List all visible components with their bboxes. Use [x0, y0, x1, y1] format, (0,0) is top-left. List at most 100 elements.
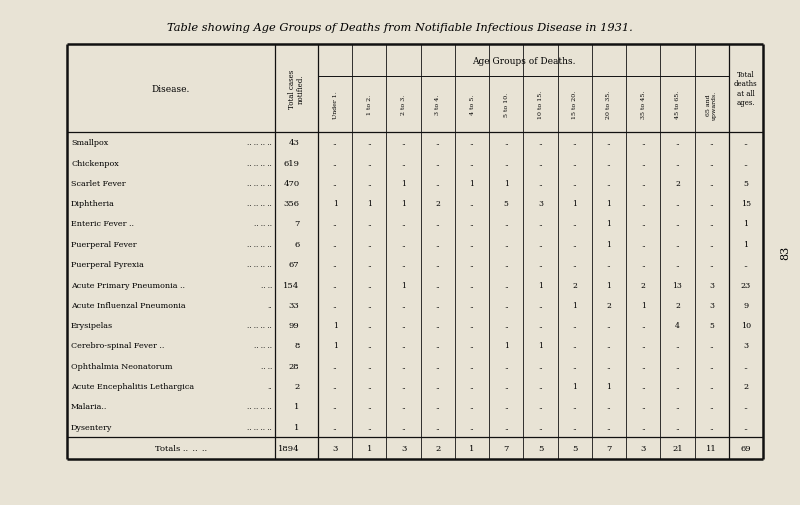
Text: ..: .. — [641, 240, 646, 248]
Text: ..: .. — [710, 362, 714, 370]
Text: ..: .. — [606, 362, 611, 370]
Text: ..: .. — [402, 220, 406, 228]
Text: ..: .. — [710, 139, 714, 147]
Text: 1: 1 — [333, 322, 338, 330]
Text: 5 to 10.: 5 to 10. — [504, 93, 509, 117]
Text: 1: 1 — [743, 220, 749, 228]
Text: ..: .. — [538, 402, 543, 411]
Text: ..: .. — [538, 240, 543, 248]
Text: ..: .. — [504, 261, 509, 269]
Text: .. .. .. ..: .. .. .. .. — [247, 159, 272, 167]
Text: ..: .. — [606, 423, 611, 431]
Text: 3: 3 — [709, 301, 714, 309]
Text: ..: .. — [367, 382, 372, 390]
Text: ..: .. — [743, 159, 748, 167]
Text: ..: .. — [435, 382, 440, 390]
Text: ..: .. — [367, 362, 372, 370]
Text: ..: .. — [606, 159, 611, 167]
Text: Disease.: Disease. — [152, 84, 190, 93]
Text: 1: 1 — [538, 342, 543, 350]
Text: ..: .. — [402, 362, 406, 370]
Text: ..: .. — [435, 362, 440, 370]
Text: ..: .. — [504, 402, 509, 411]
Text: 13: 13 — [673, 281, 682, 289]
Text: 8: 8 — [294, 342, 299, 350]
Text: ..: .. — [435, 423, 440, 431]
Text: 7: 7 — [606, 444, 612, 452]
Text: .. .. .. ..: .. .. .. .. — [247, 240, 272, 248]
Text: Cerebro-spinal Fever ..: Cerebro-spinal Fever .. — [71, 342, 164, 350]
Text: ..: .. — [504, 281, 509, 289]
Text: ..: .. — [743, 402, 748, 411]
Text: ..: .. — [538, 362, 543, 370]
Text: ..: .. — [367, 159, 372, 167]
Text: ..: .. — [470, 402, 474, 411]
Text: ..: .. — [367, 301, 372, 309]
Text: ..: .. — [435, 220, 440, 228]
Text: ..: .. — [572, 423, 577, 431]
Text: ..: .. — [504, 220, 509, 228]
Text: 3: 3 — [333, 444, 338, 452]
Text: ..: .. — [435, 159, 440, 167]
Text: ..: .. — [641, 220, 646, 228]
Text: ..: .. — [367, 179, 372, 187]
Text: .. .. .. ..: .. .. .. .. — [247, 139, 272, 147]
Text: .. .. .. ..: .. .. .. .. — [247, 402, 272, 411]
Text: 2 to 3.: 2 to 3. — [401, 95, 406, 115]
Text: ..: .. — [710, 423, 714, 431]
Text: ..: .. — [606, 342, 611, 350]
Text: ..: .. — [402, 240, 406, 248]
Text: 1 to 2.: 1 to 2. — [367, 95, 372, 115]
Text: 356: 356 — [283, 200, 299, 208]
Text: ..: .. — [538, 159, 543, 167]
Text: ..: .. — [367, 220, 372, 228]
Text: ..: .. — [675, 423, 680, 431]
Text: 1: 1 — [294, 402, 299, 411]
Text: ..: .. — [572, 342, 577, 350]
Text: 619: 619 — [283, 159, 299, 167]
Text: 1: 1 — [606, 220, 611, 228]
Text: 2: 2 — [435, 444, 441, 452]
Text: ..: .. — [606, 402, 611, 411]
Text: ..: .. — [641, 362, 646, 370]
Text: .. ..: .. .. — [261, 362, 272, 370]
Text: .. ..: .. .. — [261, 281, 272, 289]
Text: 470: 470 — [283, 179, 299, 187]
Text: .. .. .. ..: .. .. .. .. — [247, 261, 272, 269]
Text: ..: .. — [641, 200, 646, 208]
Text: ..: .. — [538, 261, 543, 269]
Text: ..: .. — [333, 362, 338, 370]
Text: ..: .. — [710, 159, 714, 167]
Text: ..: .. — [641, 342, 646, 350]
Text: ..: .. — [710, 342, 714, 350]
Text: 4 to 5.: 4 to 5. — [470, 94, 474, 115]
Text: ..: .. — [504, 139, 509, 147]
Text: 3: 3 — [401, 444, 406, 452]
Text: ..: .. — [504, 322, 509, 330]
Text: Puerperal Pyrexia: Puerperal Pyrexia — [71, 261, 144, 269]
Text: ..: .. — [606, 322, 611, 330]
Text: 154: 154 — [283, 281, 299, 289]
Text: ..: .. — [675, 159, 680, 167]
Text: ..: .. — [675, 240, 680, 248]
Text: ..: .. — [538, 322, 543, 330]
Text: ..: .. — [367, 261, 372, 269]
Text: ..: .. — [470, 240, 474, 248]
Text: 5: 5 — [538, 444, 543, 452]
Text: ..: .. — [470, 220, 474, 228]
Text: .. .. .. ..: .. .. .. .. — [247, 322, 272, 330]
Text: ..: .. — [743, 261, 748, 269]
Text: ..: .. — [641, 179, 646, 187]
Text: ..: .. — [333, 220, 338, 228]
Text: ..: .. — [367, 281, 372, 289]
Text: Diphtheria: Diphtheria — [71, 200, 115, 208]
Text: 2: 2 — [743, 382, 749, 390]
Text: ..: .. — [710, 220, 714, 228]
Text: Malaria..: Malaria.. — [71, 402, 107, 411]
Text: ..: .. — [267, 301, 272, 309]
Text: ..: .. — [470, 301, 474, 309]
Text: Under 1.: Under 1. — [333, 91, 338, 119]
Text: Totals .. .. ..: Totals .. .. .. — [155, 444, 207, 452]
Text: ..: .. — [333, 261, 338, 269]
Text: .. .. .. ..: .. .. .. .. — [247, 179, 272, 187]
